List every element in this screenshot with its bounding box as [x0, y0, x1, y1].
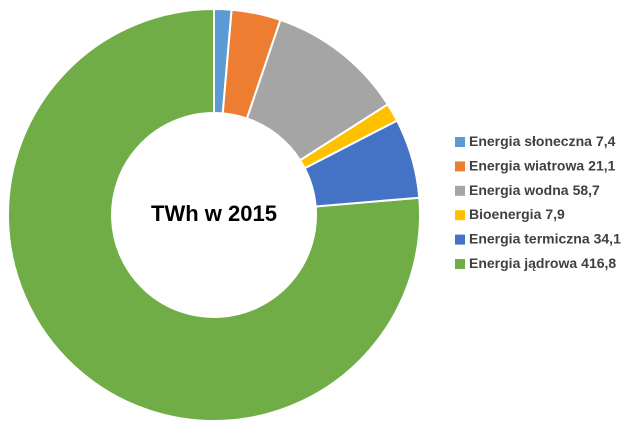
legend-label: Energia termiczna 34,1: [469, 230, 621, 246]
legend-label: Energia słoneczna 7,4: [469, 133, 616, 149]
legend-label: Bioenergia 7,9: [469, 206, 565, 222]
chart-title: TWh w 2015: [151, 201, 277, 226]
legend-swatch: [455, 259, 465, 269]
legend-value: 416,8: [581, 255, 616, 271]
donut-slice: [245, 18, 390, 162]
legend-name: Energia termiczna: [469, 230, 590, 246]
legend-label: Energia wodna 58,7: [469, 182, 600, 198]
donut-slice: [213, 7, 233, 115]
legend-value: 21,1: [588, 157, 615, 173]
legend-value: 7,4: [596, 133, 616, 149]
legend-swatch: [455, 234, 465, 245]
legend-label: Energia jądrowa 416,8: [469, 255, 616, 271]
legend-name: Energia słoneczna: [469, 133, 592, 149]
donut-slice: [221, 8, 282, 120]
donut-slice: [7, 7, 421, 422]
donut-slice: [303, 119, 421, 208]
legend-swatch: [455, 161, 465, 172]
legend-label: Energia wiatrowa 21,1: [469, 157, 616, 173]
legend-name: Energia jądrowa: [469, 255, 577, 271]
legend-name: Energia wiatrowa: [469, 157, 584, 173]
legend-value: 34,1: [594, 230, 621, 246]
legend-value: 58,7: [573, 182, 600, 198]
legend-swatch: [455, 210, 465, 221]
legend-name: Bioenergia: [469, 206, 542, 222]
legend-swatch: [455, 185, 465, 196]
legend-swatch: [455, 137, 465, 147]
legend-name: Energia wodna: [469, 182, 569, 198]
legend-value: 7,9: [545, 206, 565, 222]
